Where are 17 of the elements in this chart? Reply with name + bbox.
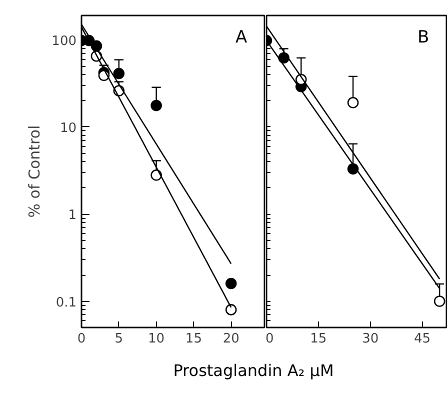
annotation: A: [236, 28, 248, 48]
x-tick-label: 20: [222, 332, 240, 346]
x-tick-label: 0: [77, 332, 86, 346]
y-tick-label: 1: [68, 208, 77, 224]
y-tick-label: 10: [60, 120, 77, 136]
x-tick-label: 45: [414, 332, 431, 346]
x-tick-label: 0: [266, 332, 274, 346]
y-tick-label: 100: [52, 34, 77, 49]
x-axis-title: Prostaglandin A₂ μM: [173, 360, 334, 382]
x-tick-label: 10: [148, 332, 165, 346]
x-tick-label: 15: [310, 332, 327, 346]
y-axis-title: % of Control: [26, 125, 44, 218]
y-tick-label: 0.1: [56, 295, 77, 310]
x-tick-label: 15: [185, 332, 202, 346]
annotation: B: [418, 28, 430, 48]
x-tick-label: 30: [362, 332, 379, 346]
x-tick-label: 5: [114, 332, 124, 346]
